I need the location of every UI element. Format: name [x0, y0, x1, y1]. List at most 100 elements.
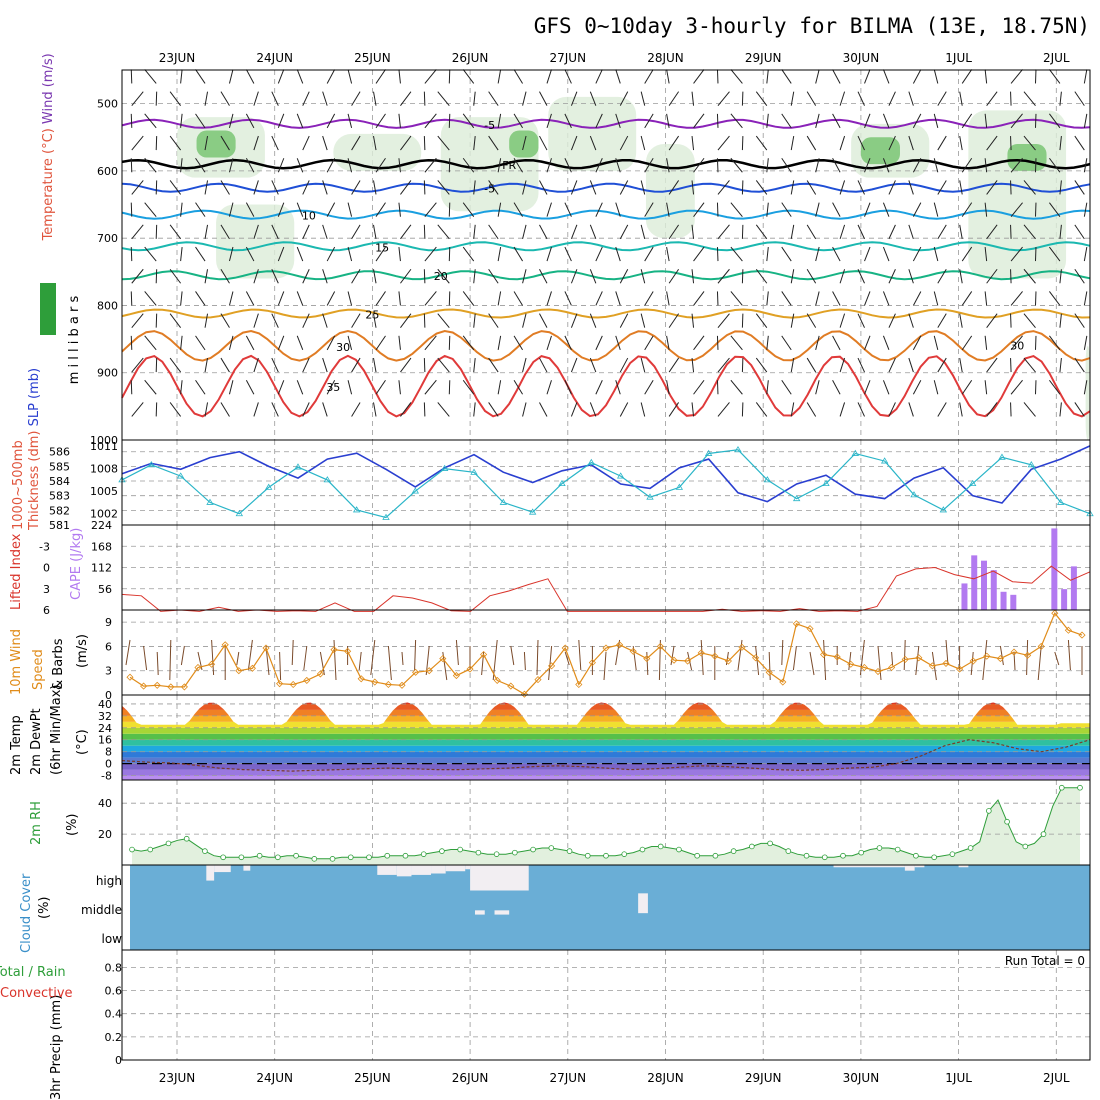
wind-barb: [693, 202, 705, 217]
slp-point: [734, 446, 742, 453]
wind-barb: [180, 202, 183, 217]
wind10m-barb: [156, 651, 159, 676]
wind-barb: [666, 202, 670, 217]
cloud-block: [833, 865, 905, 868]
wind-speed-point: [588, 659, 596, 667]
ylabel-part: Temperature (°C): [41, 128, 56, 244]
wind-barb: [668, 313, 680, 328]
wind-barb: [1010, 291, 1023, 306]
wind-barb: [815, 380, 820, 395]
rh2m-point: [493, 851, 500, 857]
wind10m-barb: [687, 651, 693, 671]
wind10m-barb: [455, 639, 459, 666]
wind-barb: [564, 335, 572, 351]
rh2m-point: [931, 854, 937, 861]
axis-labels: 23JUN 23JUN 24JUN 24JUN 25JUN 25JUN 26JUN 26JUN…: [0, 51, 1085, 1100]
slp-tick: 1008: [90, 463, 118, 476]
pressure-tick: 900: [97, 367, 118, 380]
wind-speed-point: [466, 665, 474, 673]
wind-barb: [253, 135, 259, 151]
wind-barb: [398, 69, 401, 84]
rh-shading: [216, 204, 295, 279]
wind-barb: [245, 335, 255, 351]
wind-speed-point: [792, 620, 800, 628]
wind-barb: [351, 135, 361, 151]
rh2m-point: [767, 840, 773, 847]
isotherm-label: 10: [302, 210, 316, 223]
wind-speed-point: [656, 642, 664, 650]
wind-barb: [195, 113, 206, 129]
cape-ylabel: CAPE (J/kg): [69, 528, 84, 600]
wind-barb: [546, 335, 552, 351]
cloud-block: [494, 910, 510, 915]
wind-barb: [1023, 268, 1036, 284]
wind-barb: [253, 180, 259, 195]
wind-barb: [373, 357, 377, 373]
wind-barb: [169, 268, 182, 284]
wind-barb: [1083, 246, 1088, 262]
wind-barb: [195, 335, 206, 351]
wind-barb: [693, 379, 705, 395]
thickness-tick: 585: [49, 460, 70, 473]
wind-barb: [539, 91, 548, 106]
wind-barb: [595, 202, 603, 217]
wind-barb: [730, 291, 743, 306]
wind-barb: [564, 202, 572, 217]
wind-barb: [755, 402, 768, 417]
wind-speed-point: [1037, 642, 1045, 650]
wind-speed-point: [874, 667, 882, 676]
wind-barb: [1010, 269, 1012, 284]
wind-ylabel: Speed: [31, 649, 46, 690]
wind-tick: 6: [105, 640, 112, 653]
wind-barb: [937, 268, 947, 284]
wind10m-barb: [700, 639, 704, 676]
cloud-block: [904, 865, 915, 871]
wind10m-barb: [236, 651, 240, 666]
wind-barb: [245, 113, 255, 129]
wind10m-barb: [523, 651, 526, 671]
rh2m-point: [1022, 843, 1029, 850]
wind-barb: [882, 113, 890, 129]
rh2m-point: [694, 852, 700, 859]
wind-speed-point: [194, 663, 202, 672]
wind-barb: [1010, 157, 1023, 173]
wind-barb: [570, 91, 578, 106]
wind-speed-point: [928, 662, 936, 670]
isotherm-line: [121, 241, 1091, 252]
wind-barb: [180, 380, 183, 395]
wind-barb: [619, 269, 629, 284]
wind-speed-point: [629, 647, 637, 655]
wind-barb: [986, 268, 998, 284]
wind-barb: [888, 402, 896, 417]
wind-barb: [351, 402, 361, 417]
wind10m-barb: [564, 651, 570, 666]
wind-barb: [832, 380, 841, 395]
wind10m-barb: [999, 645, 1004, 666]
wind-barb: [815, 113, 820, 128]
temp-band: [122, 769, 1090, 776]
wind-barb: [195, 69, 206, 84]
wind-barb: [302, 135, 310, 151]
wind-barb: [619, 180, 629, 195]
wind-barb: [832, 113, 841, 129]
wind-barb: [790, 357, 795, 373]
wind-barb: [277, 69, 285, 84]
wind10m-barb: [414, 639, 417, 671]
wind-barb: [228, 202, 234, 217]
wind-barb: [857, 357, 865, 373]
wind-barb: [644, 246, 654, 262]
wind-barb: [1023, 224, 1036, 240]
wind10m-barb: [319, 651, 325, 676]
isotherm-line: [121, 354, 1091, 418]
wind-barb: [589, 269, 597, 284]
wind10m-barb: [891, 651, 894, 666]
wind-speed-point: [412, 668, 420, 676]
thickness-tick: 581: [49, 519, 70, 532]
slp-point: [851, 449, 860, 456]
wind-barb: [961, 291, 973, 306]
date-label-top: 23JUN: [159, 51, 196, 65]
wind-barb: [1074, 180, 1085, 195]
wind-barb: [716, 335, 719, 350]
wind-barb: [497, 246, 502, 262]
wind-speed-point: [303, 676, 311, 684]
